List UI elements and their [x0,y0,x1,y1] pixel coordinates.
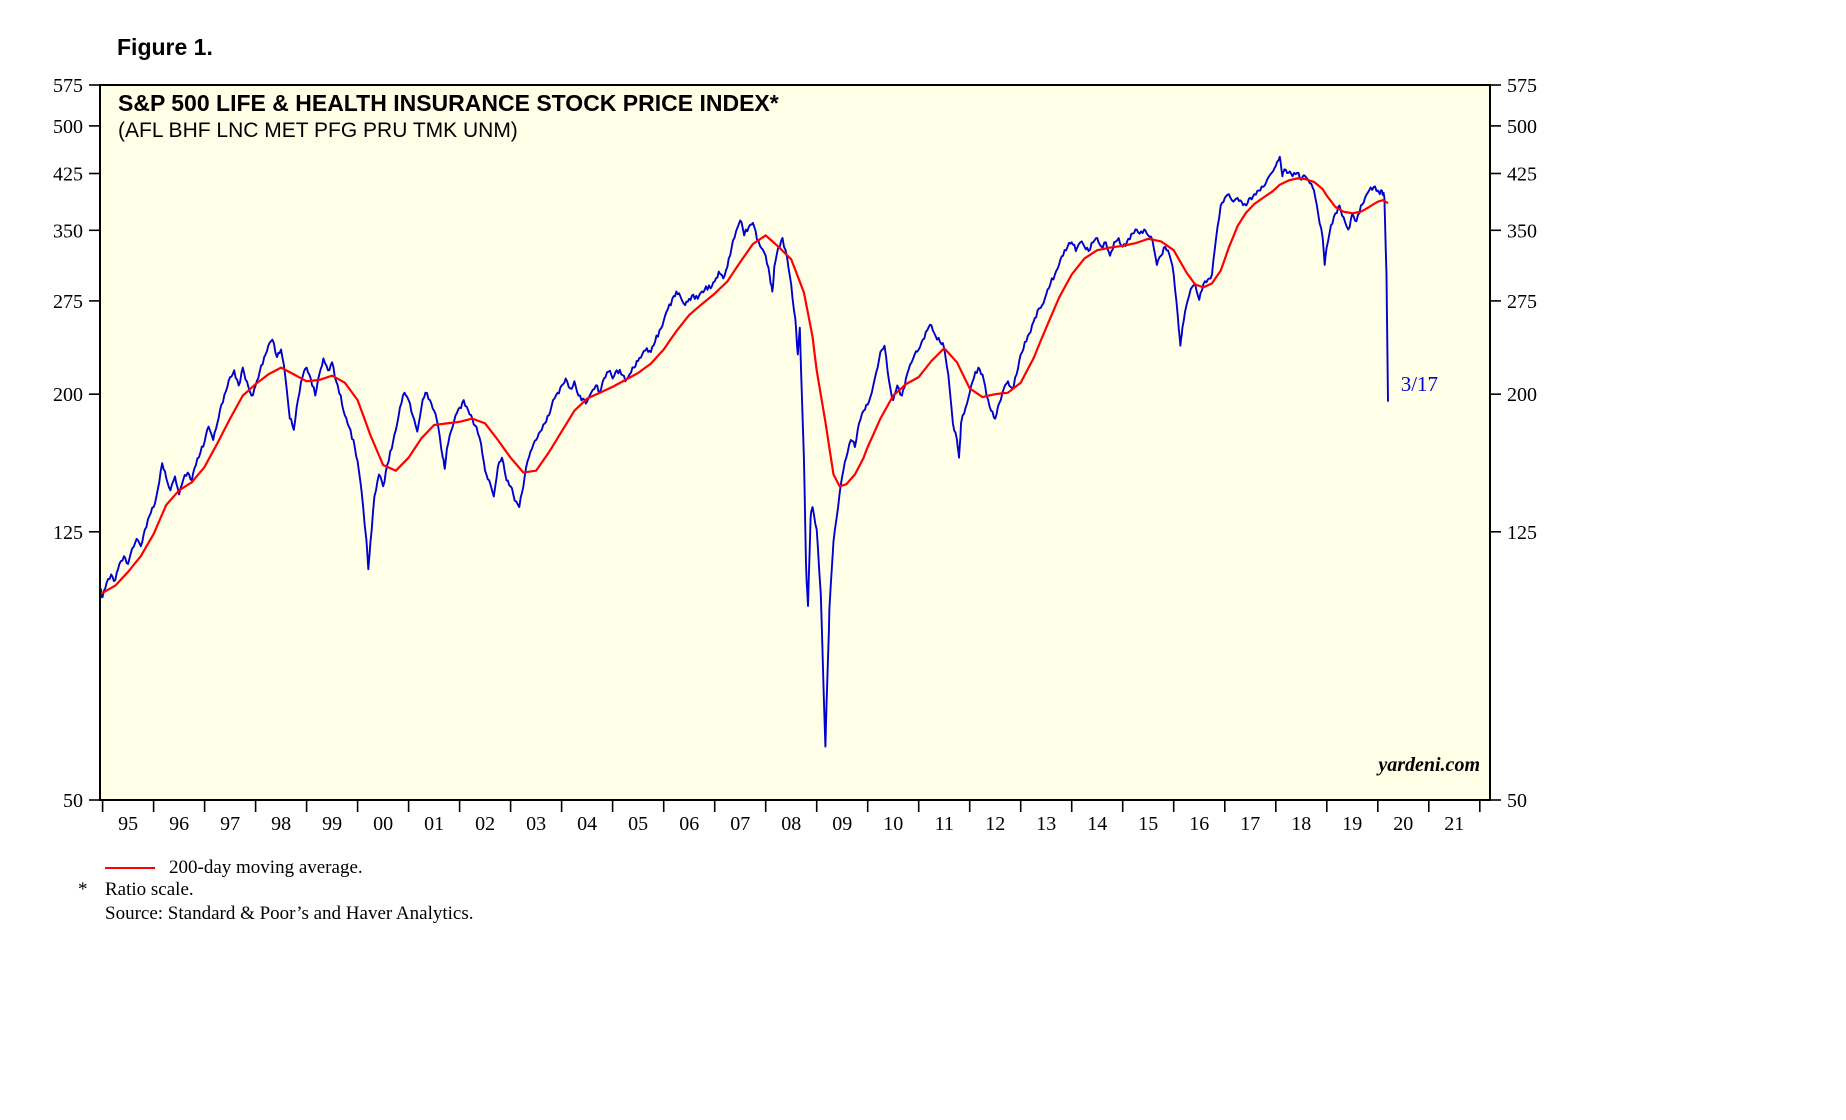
legend: 200-day moving average. [105,856,363,880]
x-tick-label: 08 [781,813,801,835]
x-tick-label: 17 [1240,813,1260,835]
last-value-annotation: 3/17 [1401,372,1438,396]
x-tick-label: 97 [220,813,240,835]
y-tick-label-left: 575 [53,75,83,97]
x-tick-label: 10 [883,813,903,835]
legend-ma-label: 200-day moving average. [169,857,363,878]
x-tick-label: 16 [1189,813,1209,835]
moving-average-line-swatch [105,867,155,869]
y-tick-label-right: 200 [1507,384,1537,406]
x-tick-label: 15 [1138,813,1158,835]
x-tick-label: 18 [1291,813,1311,835]
x-tick-label: 19 [1342,813,1362,835]
x-tick-label: 12 [985,813,1005,835]
y-tick-label-right: 425 [1507,163,1537,185]
y-tick-label-left: 350 [53,220,83,242]
x-tick-label: 04 [577,813,597,835]
axis-ticks [89,84,1501,812]
y-tick-label-left: 275 [53,291,83,313]
plot-area [100,85,1490,800]
x-tick-label: 09 [832,813,852,835]
y-tick-label-left: 50 [63,790,83,812]
plot-frame [99,84,1491,801]
y-tick-label-right: 350 [1507,220,1537,242]
y-tick-label-right: 575 [1507,75,1537,97]
y-tick-label-right: 125 [1507,522,1537,544]
y-tick-label-left: 425 [53,163,83,185]
series-moving-average [101,177,1389,595]
y-tick-label-left: 125 [53,522,83,544]
footnote-source: Source: Standard & Poor’s and Haver Anal… [105,903,474,924]
x-tick-label: 06 [679,813,699,835]
x-tick-label: 01 [424,813,444,835]
y-tick-label-left: 500 [53,116,83,138]
x-tick-label: 02 [475,813,495,835]
y-tick-label-right: 50 [1507,790,1527,812]
series-layer [101,155,1389,748]
series-price-index [101,155,1389,748]
x-tick-label: 07 [730,813,750,835]
x-tick-label: 20 [1393,813,1413,835]
x-tick-label: 95 [118,813,138,835]
x-tick-label: 13 [1036,813,1056,835]
y-tick-label-left: 200 [53,384,83,406]
x-tick-label: 14 [1087,813,1107,835]
x-tick-label: 00 [373,813,393,835]
y-tick-label-right: 500 [1507,116,1537,138]
chart-subtitle: (AFL BHF LNC MET PFG PRU TMK UNM) [118,119,518,142]
x-tick-label: 21 [1444,813,1464,835]
footnote-asterisk: * [78,879,88,900]
x-tick-label: 99 [322,813,342,835]
footnote-ratio-scale: Ratio scale. [105,879,194,900]
chart-title: S&P 500 LIFE & HEALTH INSURANCE STOCK PR… [118,90,779,116]
x-tick-label: 98 [271,813,291,835]
x-tick-label: 03 [526,813,546,835]
x-tick-label: 05 [628,813,648,835]
figure-label: Figure 1. [117,34,213,60]
watermark-yardeni: yardeni.com [1378,754,1480,776]
y-tick-label-right: 275 [1507,291,1537,313]
x-tick-label: 11 [935,813,954,835]
x-tick-label: 96 [169,813,189,835]
